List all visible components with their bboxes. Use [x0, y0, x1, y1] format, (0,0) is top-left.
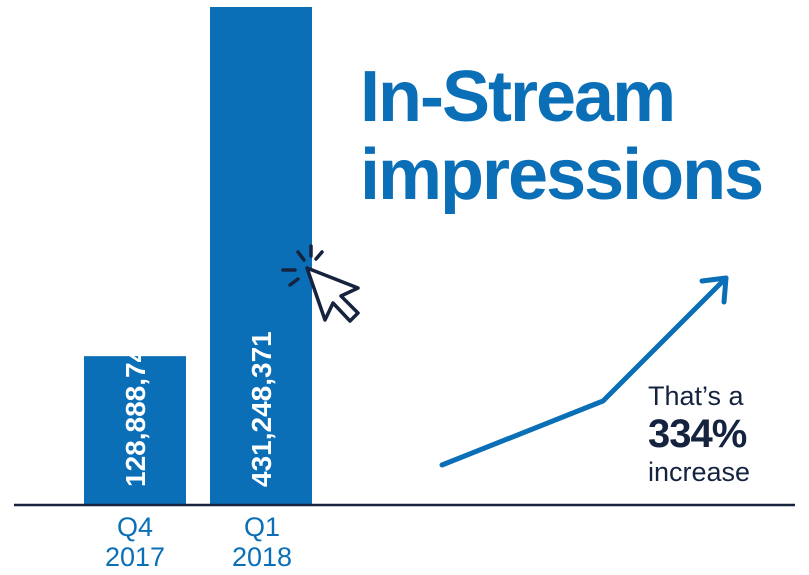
category-label-year: 2017: [104, 542, 166, 572]
bar-1: [210, 7, 312, 505]
category-label-q4-2017: Q4 2017: [80, 512, 190, 572]
title-line-2: impressions: [360, 135, 764, 215]
trend-arrow-icon: [439, 275, 729, 468]
callout-prefix: That’s a: [648, 381, 744, 411]
increase-percent: 334%: [648, 412, 747, 456]
category-label-year: 2018: [231, 542, 293, 572]
increase-callout: That’s a 334% increase: [648, 380, 750, 488]
callout-suffix: increase: [648, 457, 751, 487]
cursor-click-icon: [281, 244, 360, 323]
bar-value-label-1: 431,248,371: [246, 331, 277, 487]
title-line-1: In-Stream: [360, 57, 676, 137]
category-label-q1-2018: Q1 2018: [207, 512, 317, 572]
bar-value-label-0: 128,888,745: [120, 331, 151, 487]
bar-0: [84, 356, 186, 505]
category-label-period: Q4: [116, 512, 154, 542]
chart-title: In-Stream impressions: [360, 57, 764, 215]
bars-group: 128,888,745 431,248,371: [84, 7, 312, 505]
category-label-period: Q1: [243, 512, 281, 542]
